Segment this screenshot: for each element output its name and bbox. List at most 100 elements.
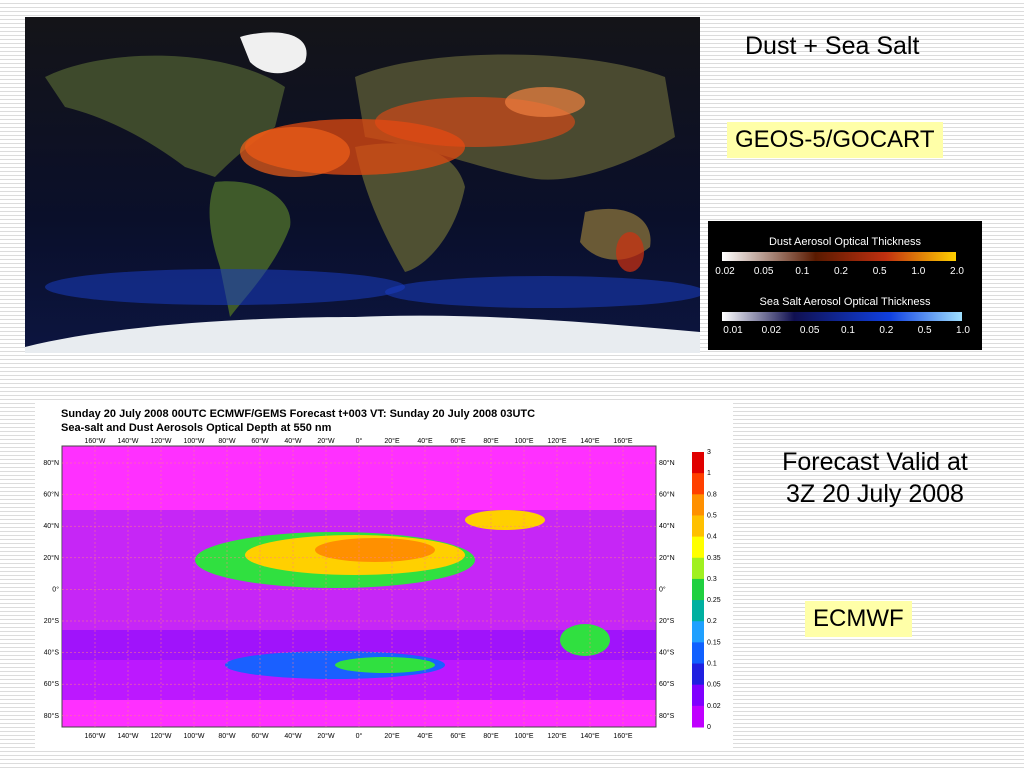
colorbar-segment xyxy=(692,621,704,643)
colorbar-segment xyxy=(692,557,704,580)
lat-label: 80°N xyxy=(659,459,675,467)
lon-label: 160°E xyxy=(613,437,632,445)
lat-label: 60°S xyxy=(659,680,675,688)
colorbar-label: 0.4 xyxy=(707,534,717,541)
lon-label: 120°W xyxy=(150,437,171,445)
lon-label: 100°W xyxy=(183,732,204,740)
legend-bg xyxy=(708,221,982,350)
aerosol-field xyxy=(315,538,435,562)
colorbar-label: 0.5 xyxy=(707,512,717,519)
lon-label: 0° xyxy=(356,437,363,445)
legend-tick: 0.05 xyxy=(754,266,774,277)
legend-title: Dust Aerosol Optical Thickness xyxy=(769,236,922,248)
lat-label: 20°S xyxy=(659,617,675,625)
north-america xyxy=(45,55,285,177)
colorbar-segment xyxy=(692,663,704,686)
greenland xyxy=(240,32,307,74)
lon-label: 160°W xyxy=(84,732,105,740)
lon-label: 160°E xyxy=(613,732,632,740)
legend-tick: 0.02 xyxy=(762,325,782,336)
colorbar-segment xyxy=(692,473,704,495)
lon-label: 100°E xyxy=(514,437,533,445)
model-label: GEOS-5/GOCART xyxy=(727,122,943,158)
colorbar-label: 0.05 xyxy=(707,682,721,689)
colorbar-label: 0.15 xyxy=(707,639,721,646)
lat-label: 20°N xyxy=(659,554,675,562)
legend-tick: 0.1 xyxy=(841,325,855,336)
aerosol-field xyxy=(335,657,435,673)
lat-label: 80°N xyxy=(43,459,59,467)
lon-label: 60°W xyxy=(251,732,269,740)
aerosol-field xyxy=(465,510,545,530)
lat-label: 20°N xyxy=(43,554,59,562)
lon-label: 80°W xyxy=(218,437,236,445)
colorbar-segment xyxy=(692,600,704,622)
lat-label: 60°S xyxy=(44,680,60,688)
lon-label: 40°W xyxy=(284,437,302,445)
legend-tick: 2.0 xyxy=(950,266,964,277)
lat-label: 40°N xyxy=(43,522,59,530)
lat-label: 80°S xyxy=(659,712,675,720)
colorbar-label: 0.25 xyxy=(707,597,721,604)
lat-label: 60°N xyxy=(43,491,59,499)
sea-salt xyxy=(385,276,700,308)
legend-tick: 0.2 xyxy=(834,266,848,277)
lon-label: 100°E xyxy=(514,732,533,740)
legend-tick: 1.0 xyxy=(911,266,925,277)
lon-label: 140°W xyxy=(117,732,138,740)
map-subtitle: Sea-salt and Dust Aerosols Optical Depth… xyxy=(61,422,332,434)
lat-label: 60°N xyxy=(659,491,675,499)
legend-tick: 0.5 xyxy=(873,266,887,277)
legend-tick: 0.5 xyxy=(918,325,932,336)
lon-label: 40°E xyxy=(417,437,433,445)
sea-salt xyxy=(45,269,405,305)
legend-tick: 1.0 xyxy=(956,325,970,336)
legend-tick: 0.05 xyxy=(800,325,820,336)
colorbar-segment xyxy=(692,536,704,559)
lon-label: 80°E xyxy=(483,437,499,445)
lon-label: 20°E xyxy=(384,732,400,740)
colorbar-label: 1 xyxy=(707,470,711,477)
lat-label: 40°S xyxy=(44,649,60,657)
lon-label: 120°E xyxy=(547,732,566,740)
colorbar-label: 0.3 xyxy=(707,576,717,583)
colorbar-label: 0 xyxy=(707,724,711,731)
legend-tick: 0.2 xyxy=(879,325,893,336)
lon-label: 140°E xyxy=(580,437,599,445)
aerosol-field xyxy=(560,624,610,656)
geos-map xyxy=(25,17,700,353)
colorbar-segment xyxy=(692,578,704,601)
legend-tick: 0.01 xyxy=(723,325,743,336)
map-title: Sunday 20 July 2008 00UTC ECMWF/GEMS For… xyxy=(61,408,535,420)
colorbar-label: 3 xyxy=(707,449,711,456)
legend-title: Sea Salt Aerosol Optical Thickness xyxy=(760,296,931,308)
lat-label: 40°S xyxy=(659,649,675,657)
dust-plume xyxy=(505,87,585,117)
lon-label: 20°E xyxy=(384,437,400,445)
lon-label: 140°E xyxy=(580,732,599,740)
legend-tick: 0.02 xyxy=(715,266,735,277)
model-label: ECMWF xyxy=(805,601,912,637)
colorbar-segment xyxy=(692,705,704,728)
lon-label: 20°W xyxy=(317,732,335,740)
colorbar-segment xyxy=(692,494,704,516)
lon-label: 60°E xyxy=(450,732,466,740)
colorbar-segment xyxy=(692,642,704,665)
lon-label: 100°W xyxy=(183,437,204,445)
lon-label: 60°W xyxy=(251,437,269,445)
lon-label: 160°W xyxy=(84,437,105,445)
lon-label: 20°W xyxy=(317,437,335,445)
lon-label: 120°E xyxy=(547,437,566,445)
colorbar-label: 0.8 xyxy=(707,491,717,498)
lon-label: 0° xyxy=(356,732,363,740)
lon-label: 80°W xyxy=(218,732,236,740)
lon-label: 140°W xyxy=(117,437,138,445)
lat-label: 80°S xyxy=(44,712,60,720)
legend: Dust Aerosol Optical Thickness Sea Salt … xyxy=(708,221,982,350)
lon-label: 40°E xyxy=(417,732,433,740)
lon-label: 60°E xyxy=(450,437,466,445)
dust-plume xyxy=(616,232,644,272)
lat-label: 0° xyxy=(52,585,59,593)
colorbar-label: 0.1 xyxy=(707,661,717,668)
